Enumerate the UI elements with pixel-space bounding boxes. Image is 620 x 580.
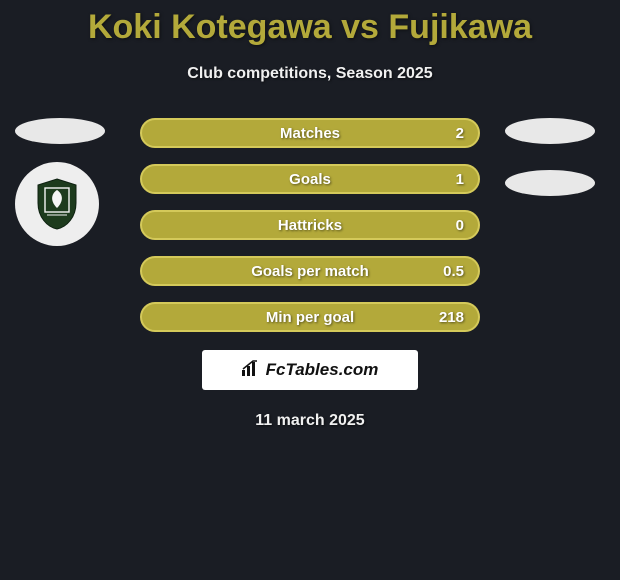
brand-box[interactable]: FcTables.com	[202, 350, 418, 390]
chart-icon	[242, 360, 260, 381]
player-left-column	[15, 118, 105, 246]
brand-label: FcTables.com	[266, 360, 379, 380]
page-title: Koki Kotegawa vs Fujikawa	[0, 0, 620, 47]
stat-value: 0.5	[443, 263, 464, 280]
stat-row: Min per goal 218	[140, 302, 480, 332]
stat-row: Hattricks 0	[140, 210, 480, 240]
club-placeholder-icon	[505, 170, 595, 196]
stat-label: Goals	[289, 171, 331, 188]
player-placeholder-icon	[505, 118, 595, 144]
stat-label: Min per goal	[266, 309, 354, 326]
stat-value: 0	[456, 217, 464, 234]
subtitle: Club competitions, Season 2025	[0, 65, 620, 83]
player-placeholder-icon	[15, 118, 105, 144]
stat-value: 2	[456, 125, 464, 142]
stat-label: Goals per match	[251, 263, 369, 280]
stat-value: 218	[439, 309, 464, 326]
stat-row: Matches 2	[140, 118, 480, 148]
stat-row: Goals 1	[140, 164, 480, 194]
club-badge-left	[15, 162, 99, 246]
stat-row: Goals per match 0.5	[140, 256, 480, 286]
comparison-container: Matches 2 Goals 1 Hattricks 0 Goals per …	[0, 118, 620, 332]
player-right-column	[505, 118, 595, 214]
shield-crest-icon	[34, 177, 80, 231]
stat-label: Matches	[280, 125, 340, 142]
date-label: 11 march 2025	[0, 412, 620, 430]
stat-label: Hattricks	[278, 217, 342, 234]
stats-bars: Matches 2 Goals 1 Hattricks 0 Goals per …	[140, 118, 480, 332]
stat-value: 1	[456, 171, 464, 188]
